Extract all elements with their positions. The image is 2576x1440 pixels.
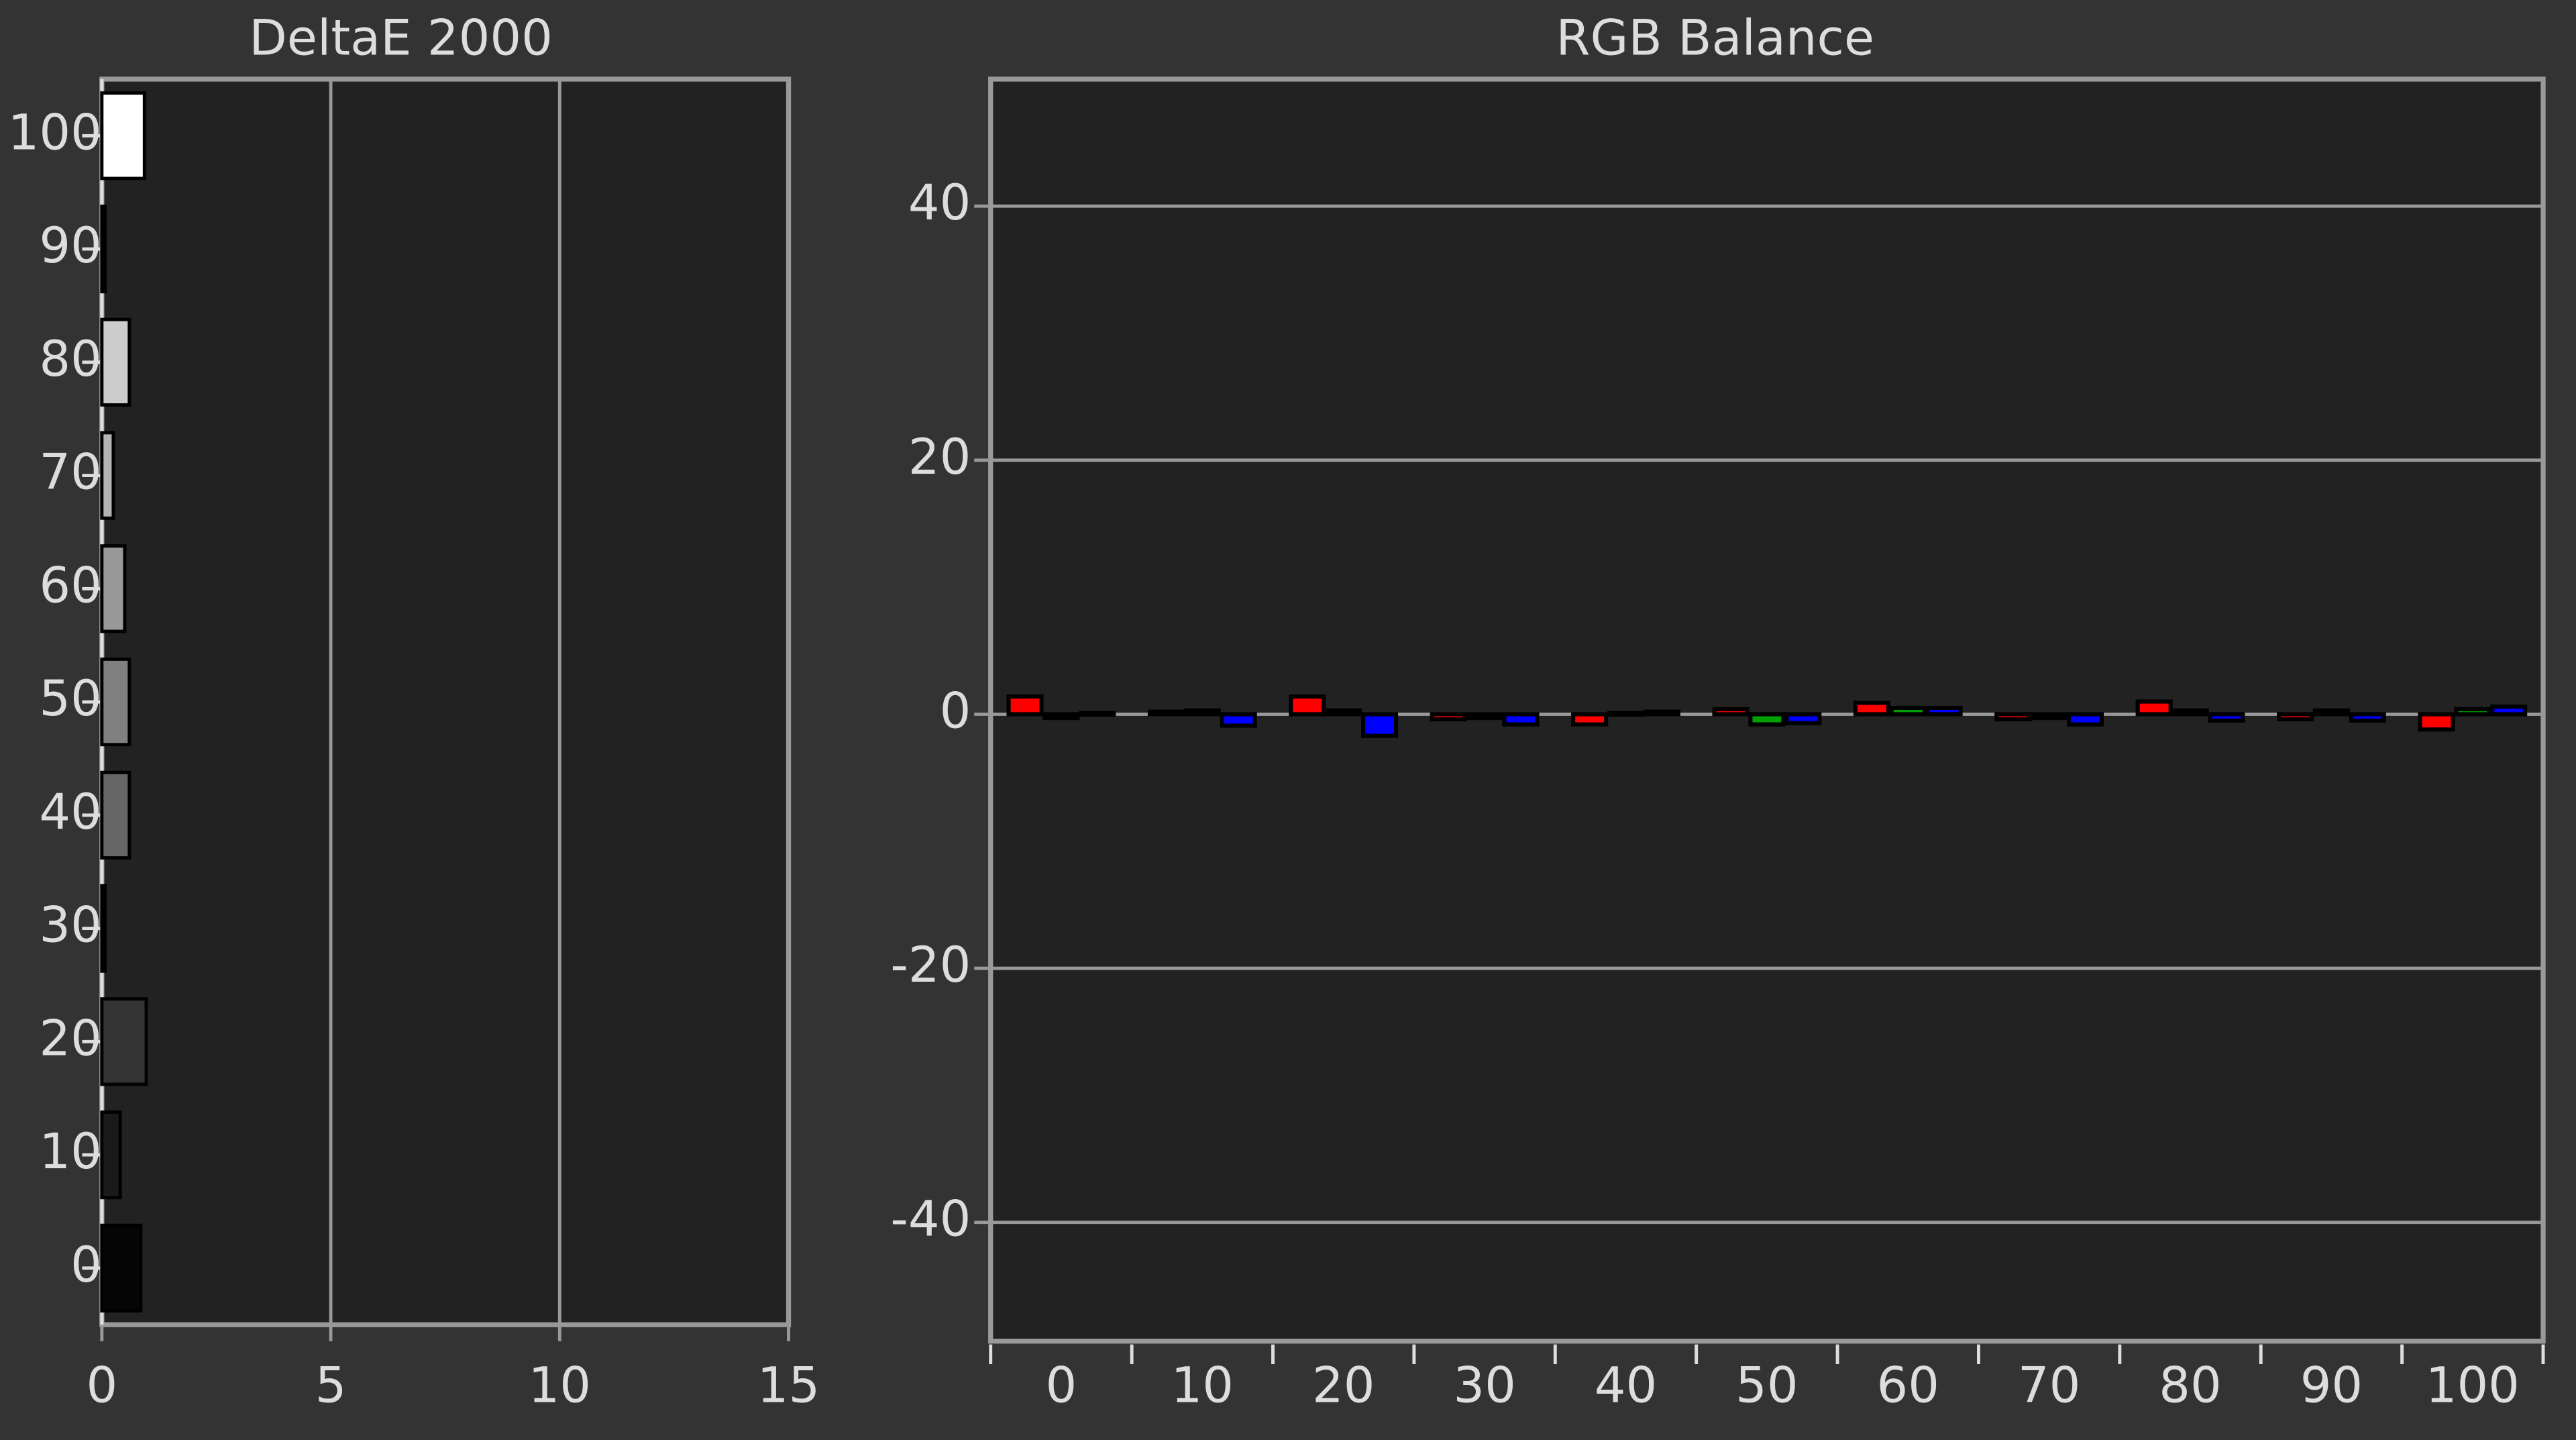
bar [2490,705,2528,717]
y-tick-label: 70 [39,444,101,501]
bar [1466,712,1503,721]
x-tick-label: 90 [2300,1357,2363,1415]
bar [1079,711,1116,717]
bar [2208,712,2245,723]
x-tick-label: 70 [2018,1357,2080,1415]
y-tick-label: 100 [8,104,102,161]
bar [1361,712,1399,738]
y-tick-label: 10 [39,1123,101,1180]
bar [1220,712,1257,728]
bar [100,657,131,747]
y-tick-label: 40 [39,784,101,841]
bar [1853,701,1890,717]
bar [2349,712,2386,723]
x-tick-label: 0 [86,1357,117,1415]
plot-area [99,76,792,1327]
x-tick-label: 80 [2159,1357,2221,1415]
x-tick-label: 5 [315,1357,347,1415]
y-tick-label: 50 [39,670,101,727]
x-tick-label: 60 [1877,1357,1939,1415]
bar [2031,712,2068,721]
y-tick-label: -20 [890,937,971,994]
bar [100,204,107,294]
x-tick-label: 0 [1046,1357,1077,1415]
chart-title: DeltaE 2000 [249,10,553,67]
bar [1147,709,1185,717]
x-tick-label: 30 [1453,1357,1515,1415]
y-tick-label: 60 [39,557,101,614]
bar [100,997,148,1086]
plot-area [988,76,2546,1344]
y-tick-label: 20 [908,429,971,486]
bar [100,91,146,181]
bar [1430,712,1467,722]
x-tick-label: 10 [1171,1357,1234,1415]
y-tick-label: -40 [890,1191,971,1248]
bar [1502,712,1540,727]
bar [1289,694,1326,717]
bar [2066,712,2104,727]
bar [100,317,131,407]
bar [1042,712,1080,721]
bar [1325,708,1362,717]
x-tick-label: 20 [1312,1357,1375,1415]
y-tick-label: 90 [39,217,101,274]
bar [1712,707,1750,717]
bar [1784,712,1822,725]
bar [1183,708,1221,717]
bar [1994,712,2032,722]
x-tick-label: 10 [529,1357,591,1415]
bar [100,1110,122,1200]
y-tick-label: 40 [908,174,971,232]
bar [100,770,131,860]
bar [100,544,127,633]
bar [1571,712,1609,727]
bar [1925,705,1963,717]
bar [100,431,115,520]
y-tick-label: 20 [39,1010,101,1067]
x-tick-label: 50 [1735,1357,1798,1415]
bar [2312,708,2350,717]
bar [1889,705,1927,717]
bar [100,884,107,973]
bar [2277,712,2314,722]
chart-title: RGB Balance [1556,10,1874,67]
bar [1643,709,1680,717]
x-tick-label: 40 [1595,1357,1657,1415]
bar [1748,712,1786,727]
x-tick-label: 100 [2426,1357,2520,1415]
y-tick-label: 80 [39,331,101,388]
bar [1006,694,1044,717]
y-tick-label: 30 [39,897,101,954]
bar [100,1223,143,1313]
x-tick-label: 15 [757,1357,820,1415]
bar [2171,708,2209,717]
y-tick-label: 0 [70,1237,102,1294]
bar [1607,711,1645,717]
bar [2454,707,2491,717]
bar [2418,712,2455,732]
bar [2135,699,2173,717]
y-tick-label: 0 [940,682,971,739]
